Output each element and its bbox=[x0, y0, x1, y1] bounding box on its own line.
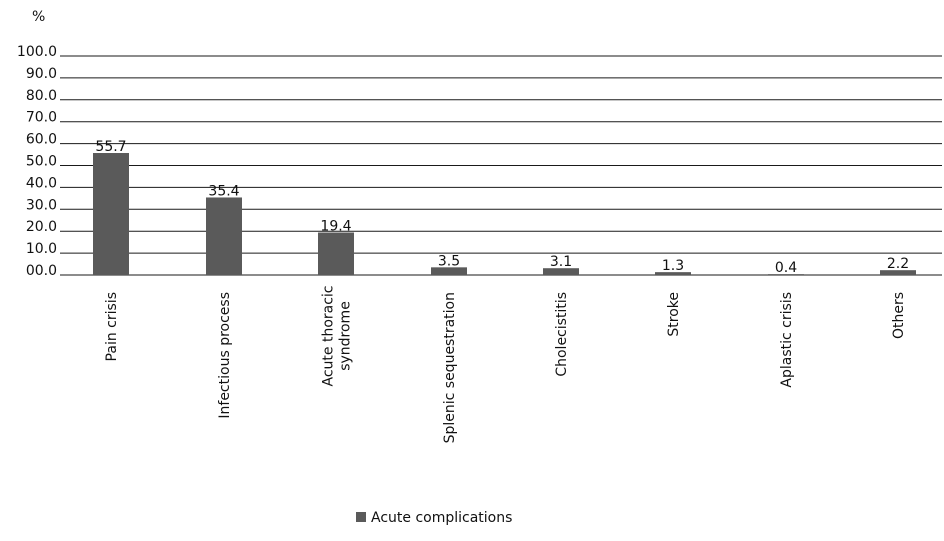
bar bbox=[543, 268, 579, 275]
bar bbox=[206, 197, 242, 275]
y-tick-label: 70.0 bbox=[26, 110, 57, 126]
gridlines bbox=[60, 55, 942, 276]
bar bbox=[431, 267, 467, 275]
category-label: Aplastic crisis bbox=[779, 292, 795, 388]
bar-value-label: 3.5 bbox=[438, 253, 460, 269]
bar-value-label: 1.3 bbox=[662, 258, 684, 274]
category-label-line: Splenic sequestration bbox=[442, 292, 458, 443]
y-tick-label: 100.0 bbox=[17, 44, 57, 60]
category-label: Splenic sequestration bbox=[442, 292, 458, 443]
bar bbox=[768, 274, 804, 275]
bar-value-label: 19.4 bbox=[320, 219, 351, 235]
y-tick-label: 90.0 bbox=[26, 66, 57, 82]
data-labels: 55.7 35.4 19.4 3.5 3.1 1.3 0.4 2.2 bbox=[95, 139, 909, 276]
y-tick-label: 30.0 bbox=[26, 197, 57, 213]
y-tick-label: 10.0 bbox=[26, 241, 57, 257]
category-label: Cholecistitis bbox=[554, 292, 570, 377]
bars bbox=[93, 153, 916, 275]
bar-value-label: 0.4 bbox=[775, 260, 797, 276]
y-tick-label: 80.0 bbox=[26, 88, 57, 104]
category-label: Pain crisis bbox=[104, 292, 120, 361]
category-label-line: Aplastic crisis bbox=[779, 292, 795, 388]
bar-value-label: 55.7 bbox=[95, 139, 126, 155]
y-tick-label: 50.0 bbox=[26, 154, 57, 170]
category-label-line: syndrome bbox=[338, 301, 354, 371]
category-label: Stroke bbox=[666, 292, 682, 337]
y-tick-label: 00.0 bbox=[26, 263, 57, 279]
category-label: Others bbox=[891, 292, 907, 339]
category-label-line: Others bbox=[891, 292, 907, 339]
legend: Acute complications bbox=[356, 510, 512, 526]
y-tick-label: 40.0 bbox=[26, 175, 57, 191]
category-label-line: Pain crisis bbox=[104, 292, 120, 361]
legend-swatch bbox=[356, 512, 366, 522]
category-label: Acute thoracic syndrome bbox=[321, 285, 354, 386]
bar-value-label: 35.4 bbox=[208, 183, 239, 199]
bar-value-label: 2.2 bbox=[887, 256, 909, 272]
category-label: Infectious process bbox=[217, 292, 233, 419]
y-axis-ticks: 00.0 10.0 20.0 30.0 40.0 50.0 60.0 70.0 80.0 90.0… bbox=[17, 44, 57, 279]
x-axis-categories: Pain crisis Infectious process Acute thora… bbox=[104, 285, 907, 443]
bar bbox=[93, 153, 129, 275]
category-label-line: Acute thoracic bbox=[321, 285, 337, 386]
y-axis-unit-label: % bbox=[32, 9, 45, 25]
category-label-line: Infectious process bbox=[217, 292, 233, 419]
bar bbox=[880, 270, 916, 275]
y-tick-label: 20.0 bbox=[26, 219, 57, 235]
category-label-line: Cholecistitis bbox=[554, 292, 570, 377]
bar bbox=[318, 232, 354, 275]
bar-value-label: 3.1 bbox=[550, 254, 572, 270]
y-tick-label: 60.0 bbox=[26, 132, 57, 148]
category-label-line: Stroke bbox=[666, 292, 682, 337]
legend-label: Acute complications bbox=[371, 510, 512, 526]
bar bbox=[655, 272, 691, 275]
